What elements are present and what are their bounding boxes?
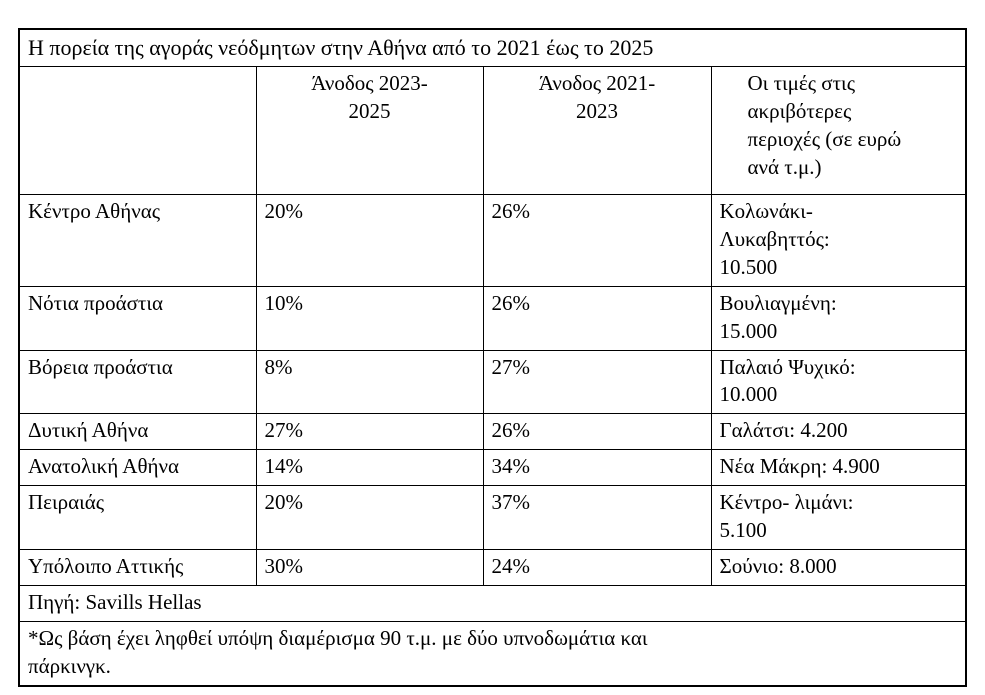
rise-2023-2025-cell: 30% bbox=[255, 549, 484, 586]
footnote-cell: *Ως βάση έχει ληφθεί υπόψη διαμέρισμα 90… bbox=[18, 620, 967, 687]
table-header-row: Άνοδος 2023- 2025 Άνοδος 2021- 2023 Οι τιμ… bbox=[18, 66, 967, 195]
top-prices-cell: Γαλάτσι: 4.200 bbox=[710, 413, 967, 451]
table-row: Υπόλοιπο Αττικής 30% 24% Σούνιο: 8.000 bbox=[18, 549, 967, 586]
table-row: Ανατολική Αθήνα 14% 34% Νέα Μάκρη: 4.900 bbox=[18, 449, 967, 487]
rise-2023-2025-cell: 8% bbox=[255, 349, 484, 415]
table-row: Πειραιάς 20% 37% Κέντρο- λιμάνι: 5.100 bbox=[18, 485, 967, 551]
rise-2023-2025-cell: 14% bbox=[255, 449, 484, 487]
footnote-row: *Ως βάση έχει ληφθεί υπόψη διαμέρισμα 90… bbox=[18, 620, 967, 687]
table-title: Η πορεία της αγοράς νεόδμητων στην Αθήνα… bbox=[18, 28, 967, 68]
rise-2023-2025-cell: 20% bbox=[255, 193, 484, 287]
top-prices-cell: Κέντρο- λιμάνι: 5.100 bbox=[710, 485, 967, 551]
top-prices-cell: Κολωνάκι- Λυκαβηττός: 10.500 bbox=[710, 193, 967, 287]
rise-2021-2023-cell: 37% bbox=[482, 485, 712, 551]
title-row: Η πορεία της αγοράς νεόδμητων στην Αθήνα… bbox=[18, 28, 967, 68]
region-cell: Πειραιάς bbox=[18, 485, 257, 551]
rise-2021-2023-cell: 24% bbox=[482, 549, 712, 586]
rise-2023-2025-cell: 27% bbox=[255, 413, 484, 451]
table-row: Νότια προάστια 10% 26% Βουλιαγμένη: 15.000 bbox=[18, 285, 967, 351]
column-header-region bbox=[18, 66, 257, 195]
region-cell: Δυτική Αθήνα bbox=[18, 413, 257, 451]
rise-2023-2025-cell: 10% bbox=[255, 285, 484, 351]
rise-2023-2025-cell: 20% bbox=[255, 485, 484, 551]
column-header-rise-2023-2025: Άνοδος 2023- 2025 bbox=[255, 66, 484, 195]
rise-2021-2023-cell: 26% bbox=[482, 285, 712, 351]
rise-2021-2023-cell: 26% bbox=[482, 193, 712, 287]
region-cell: Νότια προάστια bbox=[18, 285, 257, 351]
region-cell: Ανατολική Αθήνα bbox=[18, 449, 257, 487]
table-body: Κέντρο Αθήνας 20% 26% Κολωνάκι- Λυκαβηττός:… bbox=[18, 193, 967, 586]
table-row: Κέντρο Αθήνας 20% 26% Κολωνάκι- Λυκαβηττός:… bbox=[18, 193, 967, 287]
rise-2021-2023-cell: 26% bbox=[482, 413, 712, 451]
source-cell: Πηγή: Savills Hellas bbox=[18, 585, 967, 622]
market-table: Η πορεία της αγοράς νεόδμητων στην Αθήνα… bbox=[18, 28, 968, 687]
table-row: Δυτική Αθήνα 27% 26% Γαλάτσι: 4.200 bbox=[18, 413, 967, 451]
region-cell: Βόρεια προάστια bbox=[18, 349, 257, 415]
top-prices-cell: Παλαιό Ψυχικό: 10.000 bbox=[710, 349, 967, 415]
region-cell: Υπόλοιπο Αττικής bbox=[18, 549, 257, 586]
column-header-top-prices: Οι τιμές στις ακριβότερες περιοχές (σε ε… bbox=[710, 66, 967, 195]
region-cell: Κέντρο Αθήνας bbox=[18, 193, 257, 287]
top-prices-cell: Νέα Μάκρη: 4.900 bbox=[710, 449, 967, 487]
rise-2021-2023-cell: 27% bbox=[482, 349, 712, 415]
source-row: Πηγή: Savills Hellas bbox=[18, 585, 967, 622]
table-row: Βόρεια προάστια 8% 27% Παλαιό Ψυχικό: 10.00… bbox=[18, 349, 967, 415]
column-header-rise-2021-2023: Άνοδος 2021- 2023 bbox=[482, 66, 712, 195]
rise-2021-2023-cell: 34% bbox=[482, 449, 712, 487]
top-prices-cell: Σούνιο: 8.000 bbox=[710, 549, 967, 586]
top-prices-cell: Βουλιαγμένη: 15.000 bbox=[710, 285, 967, 351]
